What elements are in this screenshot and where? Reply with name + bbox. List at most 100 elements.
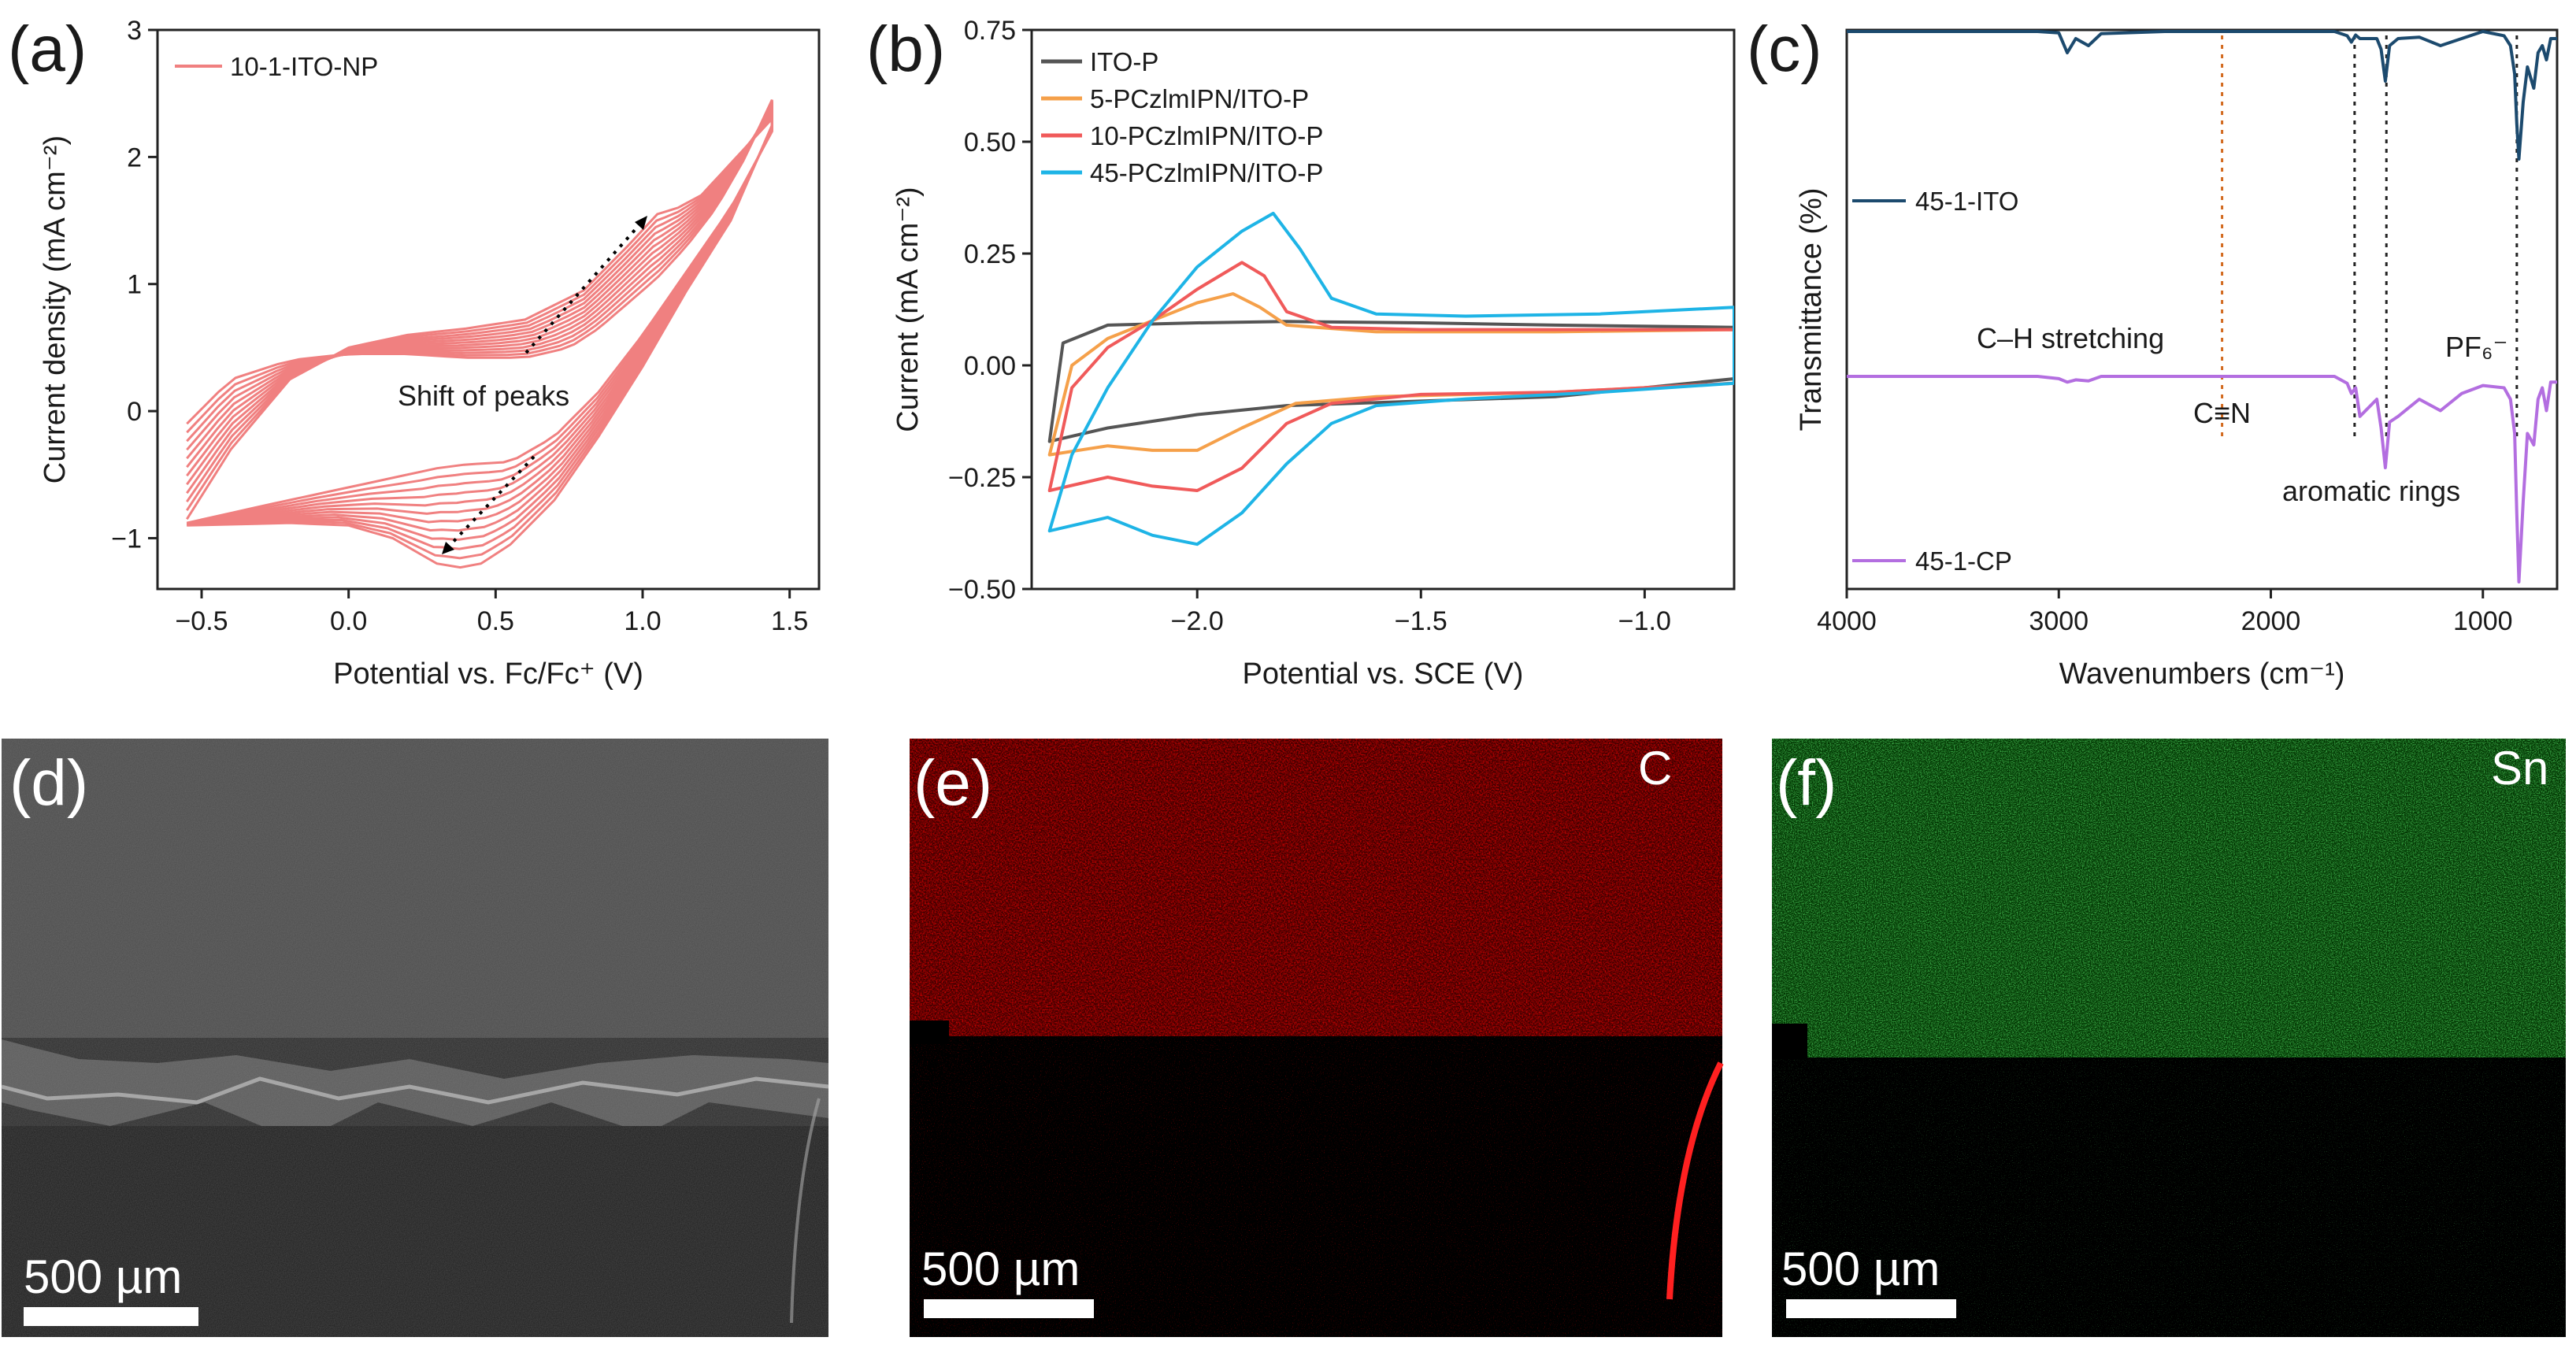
scale-bar-d bbox=[24, 1307, 198, 1326]
chart-a-cycle-12 bbox=[186, 116, 773, 569]
chart-a-frame bbox=[156, 28, 821, 591]
chart-a-xtick-label-1: 0.0 bbox=[330, 606, 367, 636]
chart-a-xtick-label-3: 1.0 bbox=[624, 606, 661, 636]
chart-a: −0.5 0.0 0.5 1.0 1.5 −1 0 1 2 3 10-1-ITO-NP Shift… bbox=[39, 16, 821, 691]
chart-c-lines bbox=[1847, 30, 2557, 583]
chart-b-legend-label-3: 45-PCzlmIPN/ITO-P bbox=[1090, 158, 1323, 187]
chart-b-frame bbox=[1030, 28, 1736, 591]
map-e-element: C bbox=[1638, 742, 1672, 795]
panel-label-c: (c) bbox=[1747, 13, 1822, 85]
scale-bar-label-f: 500 µm bbox=[1781, 1243, 1940, 1295]
chart-c-annotation-aromatic: aromatic rings bbox=[2282, 475, 2460, 507]
image-d: (d) 500 µm bbox=[1, 739, 829, 1337]
chart-a-legend-label: 10-1-ITO-NP bbox=[230, 52, 378, 81]
scale-bar-f bbox=[1786, 1299, 1956, 1318]
chart-a-xtick-label-4: 1.5 bbox=[771, 606, 808, 636]
chart-b-series-2 bbox=[1047, 261, 1734, 492]
chart-b-ylabel: Current (mA cm⁻²) bbox=[891, 187, 925, 432]
chart-c-vlines bbox=[2221, 35, 2519, 441]
chart-a-ytick-label-1: 0 bbox=[127, 397, 142, 427]
map-e-notch bbox=[910, 1020, 949, 1044]
map-e-bottom-noise bbox=[910, 1036, 1722, 1337]
chart-c-xlabel: Wavenumbers (cm⁻¹) bbox=[2059, 657, 2345, 691]
chart-b-legend: ITO-P 5-PCzlmIPN/ITO-P 10-PCzlmIPN/ITO-P 45… bbox=[1041, 47, 1323, 187]
map-f-top-noise bbox=[1772, 739, 2566, 1058]
chart-a-annotation: Shift of peaks bbox=[398, 380, 569, 412]
chart-c-xtick-label-0: 4000 bbox=[1817, 606, 1877, 636]
chart-c-annotation-cn: C≡N bbox=[2193, 397, 2251, 429]
chart-a-xlabel: Potential vs. Fc/Fc⁺ (V) bbox=[333, 657, 643, 691]
scale-bar-label-d: 500 µm bbox=[24, 1250, 182, 1303]
chart-c-series-1 bbox=[1847, 375, 2557, 583]
chart-b-legend-label-1: 5-PCzlmIPN/ITO-P bbox=[1090, 84, 1309, 113]
chart-a-ytick-label-0: −1 bbox=[111, 524, 142, 554]
panel-label-d: (d) bbox=[9, 747, 88, 819]
chart-c-legend-label-2: 45-1-CP bbox=[1915, 546, 2012, 576]
chart-b-xtick-label-1: −1.5 bbox=[1395, 606, 1447, 636]
scale-bar-e bbox=[924, 1299, 1094, 1318]
panel-label-a: (a) bbox=[8, 13, 87, 85]
chart-c-ticks: 4000 3000 2000 1000 bbox=[1817, 589, 2513, 636]
chart-c: 4000 3000 2000 1000 45-1-ITO 45-1-CP C–H st… bbox=[1795, 28, 2559, 691]
chart-b-xlabel: Potential vs. SCE (V) bbox=[1243, 657, 1524, 691]
panel-label-e: (e) bbox=[914, 747, 992, 819]
chart-b-ytick-label-4: 0.50 bbox=[964, 128, 1016, 157]
image-e: (e) C 500 µm bbox=[910, 739, 1724, 1337]
map-e-top-noise bbox=[910, 739, 1722, 1036]
chart-a-cycle-2 bbox=[186, 101, 773, 524]
chart-a-xtick-label-2: 0.5 bbox=[477, 606, 514, 636]
chart-b: −2.0 −1.5 −1.0 −0.50 −0.25 0.00 0.25 0.50 0.75 I… bbox=[891, 16, 1736, 691]
chart-a-ticks: −0.5 0.0 0.5 1.0 1.5 −1 0 1 2 3 bbox=[111, 16, 808, 636]
chart-a-cycle-5 bbox=[186, 102, 773, 525]
chart-a-cycle-8 bbox=[186, 108, 773, 532]
map-f-notch bbox=[1772, 1024, 1807, 1059]
chart-b-series-0 bbox=[1047, 320, 1734, 443]
chart-b-series-1 bbox=[1047, 292, 1734, 457]
scale-bar-label-e: 500 µm bbox=[921, 1243, 1080, 1295]
chart-c-xtick-label-1: 3000 bbox=[2029, 606, 2089, 636]
chart-c-annotation-pf6: PF₆⁻ bbox=[2445, 331, 2508, 363]
arrow-up bbox=[524, 220, 643, 354]
arrow-down-head bbox=[442, 542, 454, 554]
chart-c-annotation-ch: C–H stretching bbox=[1977, 322, 2164, 354]
chart-c-xtick-label-2: 2000 bbox=[2241, 606, 2301, 636]
map-f-element: Sn bbox=[2491, 742, 2548, 795]
chart-c-ylabel: Transmittance (%) bbox=[1795, 188, 1828, 432]
chart-a-cycle-6 bbox=[186, 104, 773, 526]
chart-c-legend-label-1: 45-1-ITO bbox=[1915, 187, 2018, 216]
chart-b-legend-label-2: 10-PCzlmIPN/ITO-P bbox=[1090, 121, 1323, 150]
chart-c-series-0 bbox=[1847, 30, 2557, 161]
chart-b-ytick-label-5: 0.75 bbox=[964, 16, 1016, 46]
chart-a-ylabel: Current density (mA cm⁻²) bbox=[39, 135, 72, 483]
chart-b-legend-label-0: ITO-P bbox=[1090, 47, 1158, 76]
chart-b-ytick-label-3: 0.25 bbox=[964, 239, 1016, 269]
arrow-up-head bbox=[635, 216, 647, 230]
chart-b-lines bbox=[1047, 211, 1734, 546]
chart-b-xtick-label-0: −2.0 bbox=[1171, 606, 1224, 636]
chart-b-xtick-label-2: −1.0 bbox=[1618, 606, 1671, 636]
chart-a-cycle-10 bbox=[186, 112, 773, 550]
image-f: (f) Sn 500 µm bbox=[1772, 739, 2566, 1337]
map-e-crack bbox=[1666, 1061, 1724, 1300]
chart-a-ytick-label-3: 2 bbox=[127, 143, 142, 172]
chart-a-ytick-label-2: 1 bbox=[127, 270, 142, 300]
map-f-bottom-noise bbox=[1772, 1058, 2566, 1337]
chart-b-series-3 bbox=[1047, 211, 1734, 546]
sem-noise bbox=[2, 739, 828, 1337]
chart-b-ytick-label-1: −0.25 bbox=[948, 463, 1016, 493]
chart-b-ytick-label-2: 0.00 bbox=[964, 351, 1016, 381]
panel-label-b: (b) bbox=[866, 13, 945, 85]
chart-a-lines bbox=[186, 99, 773, 569]
chart-a-ytick-label-4: 3 bbox=[127, 16, 142, 46]
chart-a-xtick-label-0: −0.5 bbox=[175, 606, 228, 636]
panel-label-f: (f) bbox=[1776, 747, 1837, 819]
chart-a-cycle-7 bbox=[186, 106, 773, 526]
chart-b-ticks: −2.0 −1.5 −1.0 −0.50 −0.25 0.00 0.25 0.50 0.75 bbox=[948, 16, 1671, 636]
chart-a-cycle-3 bbox=[186, 102, 773, 525]
chart-a-cycle-4 bbox=[186, 100, 773, 525]
chart-a-cycle-1 bbox=[186, 99, 773, 524]
chart-b-ytick-label-0: −0.50 bbox=[948, 575, 1016, 605]
chart-c-xtick-label-3: 1000 bbox=[2453, 606, 2513, 636]
arrow-down bbox=[446, 455, 536, 550]
